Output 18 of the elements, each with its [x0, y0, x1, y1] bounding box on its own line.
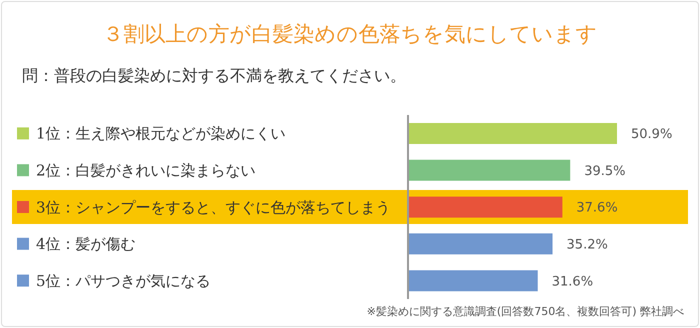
chart-title: ３割以上の方が白髪染めの色落ちを気にしています: [102, 21, 598, 48]
text: 問：普段の白髪染めに対する不満を教えてください。: [22, 66, 406, 87]
data-label: 35.2%: [566, 238, 608, 253]
bar: [408, 233, 553, 254]
data-label: 39.5%: [584, 164, 626, 179]
y-tick-label: 4位：髪が傷む: [36, 235, 136, 254]
data-label: 31.6%: [552, 274, 594, 290]
y-tick-label: 3位：シャンプーをすると、すぐに色が落ちてしまう: [36, 198, 391, 216]
bar: [408, 160, 570, 181]
text: ※髪染めに関する意識調査(回答数750名、複数回答可) 弊社調べ: [366, 304, 684, 319]
data-label: 50.9%: [631, 127, 672, 142]
bar: [408, 196, 562, 218]
y-tick-label: 5位：パサつきが気になる: [36, 272, 211, 290]
y-tick-label: 1位：生え際や根元などが染めにくい: [36, 124, 286, 143]
y-tick-label: 2位：白髪がきれいに染まらない: [36, 161, 256, 180]
data-label: 37.6%: [576, 200, 618, 216]
bar: [408, 270, 538, 292]
bar: [408, 123, 617, 144]
